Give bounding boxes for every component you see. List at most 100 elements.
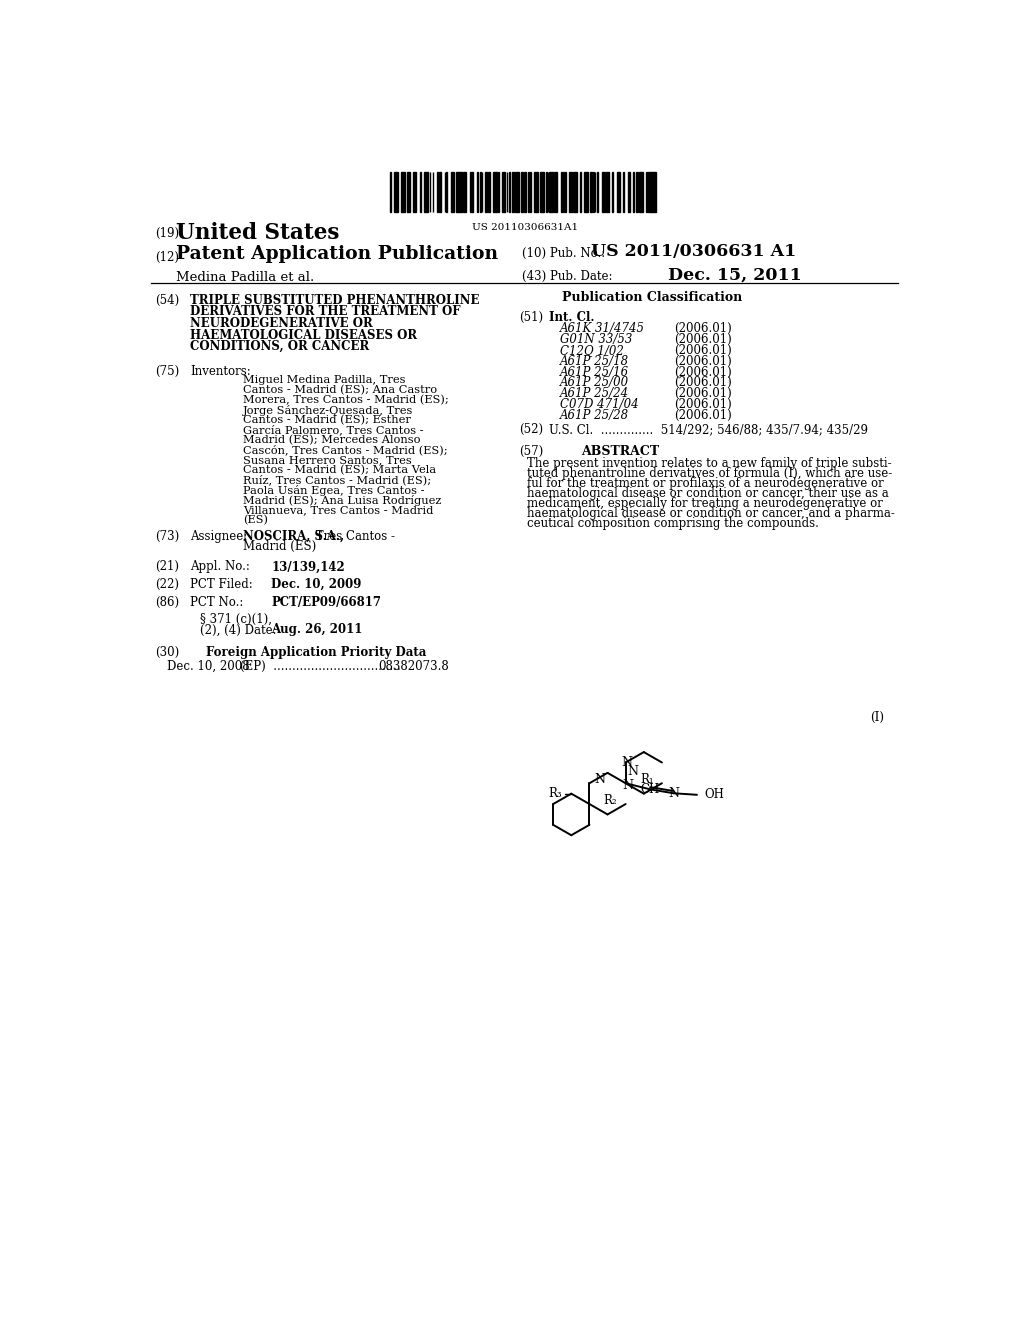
- Bar: [633, 173, 634, 213]
- Bar: [394, 173, 397, 213]
- Text: (19): (19): [155, 227, 179, 240]
- Text: (2), (4) Date:: (2), (4) Date:: [200, 623, 276, 636]
- Text: A61K 31/4745: A61K 31/4745: [560, 322, 645, 335]
- Bar: [648, 173, 651, 213]
- Text: ABSTRACT: ABSTRACT: [582, 445, 659, 458]
- Bar: [439, 173, 441, 213]
- Text: Paola Usán Egea, Tres Cantos -: Paola Usán Egea, Tres Cantos -: [243, 484, 424, 496]
- Text: R₁: R₁: [640, 774, 653, 785]
- Text: A61P 25/18: A61P 25/18: [560, 355, 629, 368]
- Text: Madrid (ES); Ana Luisa Rodríguez: Madrid (ES); Ana Luisa Rodríguez: [243, 495, 441, 506]
- Bar: [424, 173, 428, 213]
- Bar: [437, 173, 438, 213]
- Text: (2006.01): (2006.01): [675, 345, 732, 356]
- Bar: [446, 173, 447, 213]
- Bar: [569, 173, 572, 213]
- Bar: [549, 173, 553, 213]
- Text: Jorge Sánchez-Quesada, Tres: Jorge Sánchez-Quesada, Tres: [243, 405, 413, 416]
- Text: N: N: [623, 779, 634, 792]
- Bar: [584, 173, 588, 213]
- Bar: [554, 173, 557, 213]
- Text: (86): (86): [155, 595, 179, 609]
- Text: N: N: [595, 774, 605, 787]
- Bar: [521, 173, 523, 213]
- Text: (12): (12): [155, 251, 179, 264]
- Text: (2006.01): (2006.01): [675, 376, 732, 389]
- Text: C07D 471/04: C07D 471/04: [560, 397, 638, 411]
- Text: US 2011/0306631 A1: US 2011/0306631 A1: [592, 243, 797, 260]
- Bar: [646, 173, 647, 213]
- Bar: [494, 173, 496, 213]
- Text: (57): (57): [519, 445, 544, 458]
- Bar: [636, 173, 639, 213]
- Bar: [546, 173, 547, 213]
- Text: 08382073.8: 08382073.8: [378, 660, 450, 673]
- Bar: [463, 173, 466, 213]
- Bar: [512, 173, 514, 213]
- Text: haematological disease or condition or cancer, and a pharma-: haematological disease or condition or c…: [527, 507, 895, 520]
- Text: tuted phenantroline derivatives of formula (I), which are use-: tuted phenantroline derivatives of formu…: [527, 467, 892, 480]
- Text: Patent Application Publication: Patent Application Publication: [176, 246, 498, 264]
- Text: A61P 25/16: A61P 25/16: [560, 366, 629, 379]
- Text: HAEMATOLOGICAL DISEASES OR: HAEMATOLOGICAL DISEASES OR: [190, 329, 417, 342]
- Text: CH: CH: [641, 783, 660, 796]
- Text: N: N: [628, 766, 639, 777]
- Text: DERIVATIVES FOR THE TREATMENT OF: DERIVATIVES FOR THE TREATMENT OF: [190, 305, 461, 318]
- Text: (I): (I): [870, 711, 885, 725]
- Text: (2006.01): (2006.01): [675, 366, 732, 379]
- Text: Ruíz, Tres Cantos - Madrid (ES);: Ruíz, Tres Cantos - Madrid (ES);: [243, 475, 431, 486]
- Bar: [573, 173, 577, 213]
- Bar: [477, 173, 478, 213]
- Text: (75): (75): [155, 364, 179, 378]
- Text: Publication Classification: Publication Classification: [562, 290, 742, 304]
- Text: Madrid (ES): Madrid (ES): [243, 540, 316, 553]
- Text: U.S. Cl.  ..............  514/292; 546/88; 435/7.94; 435/29: U.S. Cl. .............. 514/292; 546/88;…: [549, 424, 867, 437]
- Text: (21): (21): [155, 561, 179, 573]
- Bar: [503, 173, 506, 213]
- Bar: [590, 173, 592, 213]
- Bar: [563, 173, 564, 213]
- Text: Susana Herrero Santos, Tres: Susana Herrero Santos, Tres: [243, 455, 412, 465]
- Bar: [515, 173, 519, 213]
- Text: Dec. 15, 2011: Dec. 15, 2011: [669, 267, 802, 284]
- Text: The present invention relates to a new family of triple substi-: The present invention relates to a new f…: [527, 457, 892, 470]
- Text: (73): (73): [155, 529, 179, 543]
- Text: N: N: [622, 756, 633, 770]
- Bar: [628, 173, 630, 213]
- Bar: [616, 173, 621, 213]
- Text: (54): (54): [155, 294, 179, 308]
- Text: Appl. No.:: Appl. No.:: [190, 561, 250, 573]
- Text: (2006.01): (2006.01): [675, 322, 732, 335]
- Text: TRIPLE SUBSTITUTED PHENANTHROLINE: TRIPLE SUBSTITUTED PHENANTHROLINE: [190, 294, 479, 308]
- Text: PCT Filed:: PCT Filed:: [190, 578, 253, 591]
- Text: G01N 33/53: G01N 33/53: [560, 333, 632, 346]
- Text: Cascón, Tres Cantos - Madrid (ES);: Cascón, Tres Cantos - Madrid (ES);: [243, 445, 447, 455]
- Text: (30): (30): [155, 645, 179, 659]
- Text: medicament, especially for treating a neurodegenerative or: medicament, especially for treating a ne…: [527, 498, 883, 511]
- Text: García Palomero, Tres Cantos -: García Palomero, Tres Cantos -: [243, 425, 423, 436]
- Text: PCT/EP09/66817: PCT/EP09/66817: [271, 595, 381, 609]
- Bar: [602, 173, 605, 213]
- Bar: [407, 173, 410, 213]
- Bar: [597, 173, 598, 213]
- Text: CONDITIONS, OR CANCER: CONDITIONS, OR CANCER: [190, 341, 370, 354]
- Bar: [624, 173, 625, 213]
- Text: N: N: [669, 787, 679, 800]
- Text: Cantos - Madrid (ES); Ana Castro: Cantos - Madrid (ES); Ana Castro: [243, 385, 437, 395]
- Text: OH: OH: [705, 788, 725, 801]
- Bar: [523, 173, 526, 213]
- Text: (2006.01): (2006.01): [675, 355, 732, 368]
- Text: Villanueva, Tres Cantos - Madrid: Villanueva, Tres Cantos - Madrid: [243, 506, 433, 515]
- Bar: [580, 173, 581, 213]
- Text: NEURODEGENERATIVE OR: NEURODEGENERATIVE OR: [190, 317, 373, 330]
- Text: (51): (51): [519, 312, 544, 323]
- Text: Foreign Application Priority Data: Foreign Application Priority Data: [206, 645, 426, 659]
- Text: (2006.01): (2006.01): [675, 387, 732, 400]
- Text: Int. Cl.: Int. Cl.: [549, 312, 594, 323]
- Bar: [612, 173, 613, 213]
- Text: (EP)  ..................................: (EP) ..................................: [241, 660, 401, 673]
- Text: (2006.01): (2006.01): [675, 409, 732, 421]
- Text: (22): (22): [155, 578, 179, 591]
- Text: (2006.01): (2006.01): [675, 333, 732, 346]
- Bar: [487, 173, 489, 213]
